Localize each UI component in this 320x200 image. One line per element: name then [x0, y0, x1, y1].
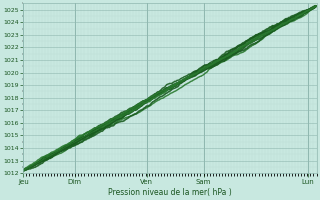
X-axis label: Pression niveau de la mer( hPa ): Pression niveau de la mer( hPa )	[108, 188, 232, 197]
